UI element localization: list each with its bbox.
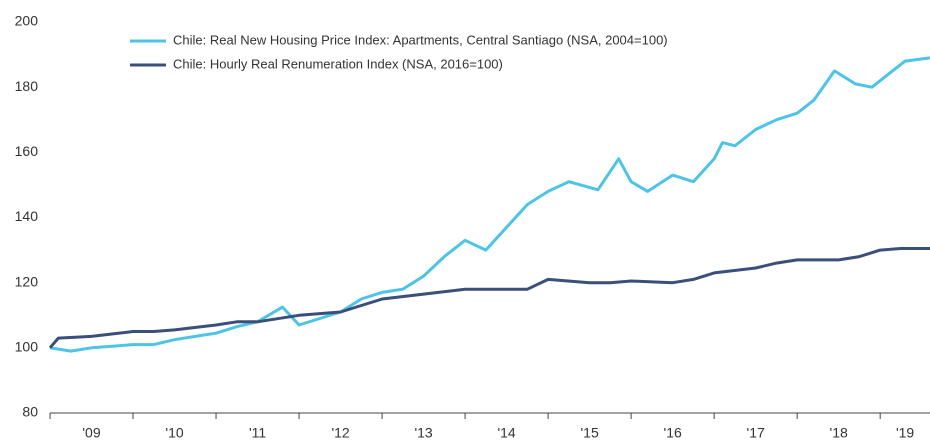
y-tick-label: 120 [15,273,39,289]
legend-label: Chile: Hourly Real Renumeration Index (N… [173,56,503,71]
x-tick-label: '13 [414,425,432,441]
y-tick-label: 100 [15,339,39,355]
x-tick-label: '10 [165,425,183,441]
y-tick-label: 160 [15,143,39,159]
y-tick-label: 180 [15,78,39,94]
legend-label: Chile: Real New Housing Price Index: Apa… [173,32,668,47]
series-line [48,247,930,349]
x-tick-label: '19 [896,425,914,441]
y-tick-label: 200 [15,13,39,29]
x-tick-label: '14 [497,425,515,441]
series-line [49,56,930,353]
x-tick-label: '15 [580,425,598,441]
x-tick-label: '17 [747,425,765,441]
y-tick-label: 140 [15,208,39,224]
y-tick-label: 80 [22,404,38,420]
x-tick-label: '09 [82,425,100,441]
x-tick-label: '18 [830,425,848,441]
x-tick-label: '12 [331,425,349,441]
x-tick-label: '16 [664,425,682,441]
x-tick-label: '11 [249,425,266,441]
